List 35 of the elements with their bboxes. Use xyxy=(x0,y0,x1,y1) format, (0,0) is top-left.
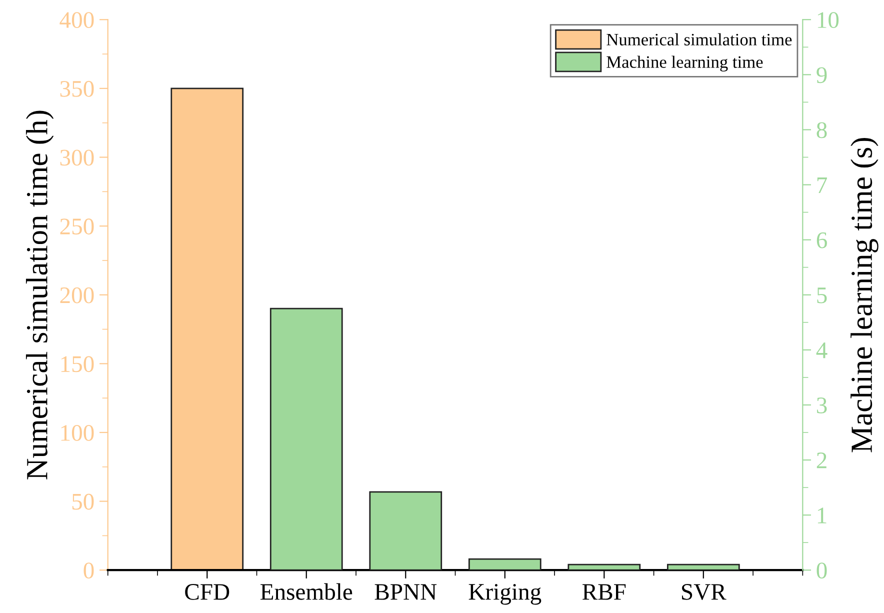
y2-tick-label: 2 xyxy=(816,452,826,468)
bar xyxy=(666,564,740,570)
y-tick-label: 150 xyxy=(61,356,94,372)
y2-tick-label: 3 xyxy=(816,398,827,414)
y-tick-label: 350 xyxy=(60,80,94,97)
y-tick-label: 300 xyxy=(60,150,94,166)
x-tick-label: RBF xyxy=(582,584,626,600)
y2-tick-label: 9 xyxy=(816,67,827,84)
y-tick-label: 100 xyxy=(61,424,94,441)
y-axis-title: Numerical simulation time (h) xyxy=(26,110,54,480)
legend-label: Machine learning time xyxy=(606,56,763,72)
x-tick-label: BPNN xyxy=(374,584,437,600)
bar xyxy=(568,564,641,570)
y-tick-label: 400 xyxy=(60,12,94,28)
x-tick-label: Kriging xyxy=(468,584,542,605)
y2-tick-label: 4 xyxy=(816,342,828,358)
y-tick-label: 200 xyxy=(60,287,94,304)
y-tick-label: 50 xyxy=(72,494,94,510)
bar xyxy=(468,558,542,570)
legend-label: Numerical simulation time xyxy=(606,33,792,46)
x-tick-label: Ensemble xyxy=(260,583,352,600)
y-tick-label: 250 xyxy=(60,218,94,234)
y2-tick-label: 5 xyxy=(817,288,827,304)
y2-tick-label: 6 xyxy=(816,232,827,248)
bar xyxy=(369,491,442,570)
y2-tick-label: 8 xyxy=(816,122,827,138)
y2-tick-label: 7 xyxy=(817,177,827,193)
y2-axis-title: Machine learning time (s) xyxy=(850,138,878,452)
y2-tick-label: 0 xyxy=(816,562,827,579)
x-tick-label: SVR xyxy=(682,584,726,600)
y2-tick-label: 10 xyxy=(818,12,839,28)
x-tick-label: CFD xyxy=(185,584,230,600)
bar xyxy=(270,308,343,570)
y-tick-label: 0 xyxy=(84,562,94,579)
y2-tick-label: 1 xyxy=(818,508,826,524)
